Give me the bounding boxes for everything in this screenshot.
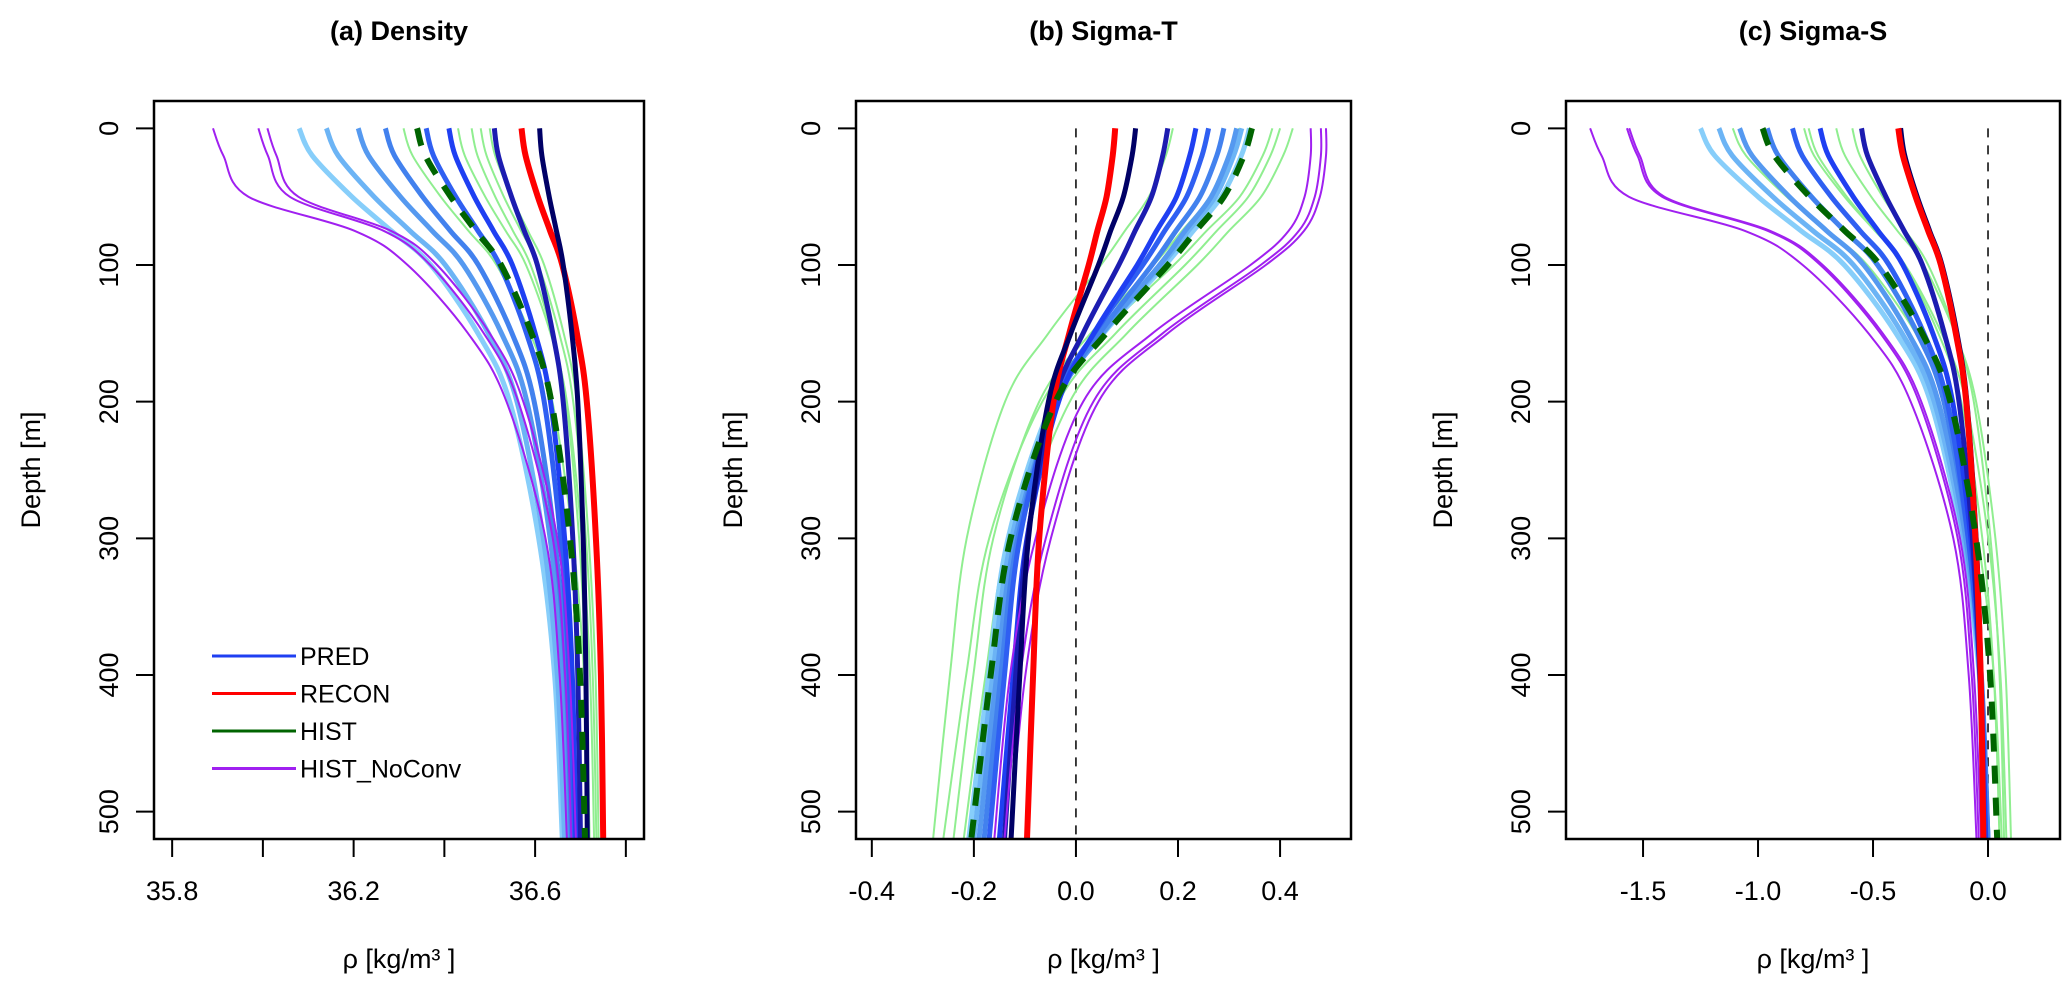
legend-label: HIST	[300, 718, 357, 746]
series-line-hist-noconv	[212, 127, 568, 839]
x-tick-label: 36.6	[509, 876, 562, 906]
panel-title: (c) Sigma-S	[1739, 16, 1888, 46]
series-line-pred	[1002, 127, 1171, 839]
series-group	[932, 127, 1328, 839]
legend-label: PRED	[300, 643, 369, 671]
series-line-hist-noconv	[993, 128, 1313, 839]
y-tick-label: 0	[796, 121, 826, 136]
y-tick-label: 500	[94, 789, 124, 834]
series-line-hist	[932, 128, 1174, 839]
series-line-recon	[518, 127, 607, 839]
panel-b: -0.4 -0.2 0.0 0.2 0.4 0 100 200 300 400 500 (b) Sig…	[718, 16, 1353, 974]
x-tick-label: -1.5	[1620, 876, 1667, 906]
x-tick-label: 0.0	[1969, 876, 2007, 906]
x-axis-label: ρ [kg/m³ ]	[343, 944, 456, 974]
x-tick-label: -0.5	[1850, 876, 1897, 906]
x-tick-label: 36.2	[327, 876, 380, 906]
legend-label: HIST_NoConv	[300, 756, 462, 784]
x-tick-label: 0.0	[1057, 876, 1095, 906]
x-tick-label: 0.4	[1261, 876, 1299, 906]
series-line-hist-noconv	[1008, 128, 1328, 839]
series-line-hist	[414, 127, 588, 839]
series-line-recon	[1024, 128, 1119, 839]
legend: PRED RECON HIST HIST_NoConv	[212, 643, 462, 784]
series-line-hist	[968, 127, 1255, 839]
x-axis-label: ρ [kg/m³ ]	[1757, 944, 1870, 974]
series-line-hist-noconv	[1625, 127, 1980, 839]
series-group	[212, 127, 607, 839]
series-line-hist-noconv	[266, 127, 577, 839]
y-tick-label: 300	[1506, 516, 1536, 561]
series-line-hist-noconv	[1589, 127, 1978, 839]
y-tick-label: 300	[796, 516, 826, 561]
plot-frame	[1564, 99, 2062, 841]
plot-frame	[152, 99, 646, 841]
x-tick-label: -1.0	[1735, 876, 1782, 906]
y-tick-label: 200	[94, 379, 124, 424]
series-line-pred	[537, 128, 590, 839]
y-tick-label: 200	[1506, 379, 1536, 424]
panel-c: -1.5 -1.0 -0.5 0.0 0 100 200 300 400 500 (c) Sigma…	[1428, 16, 2062, 974]
x-tick-label: -0.4	[849, 876, 896, 906]
plot-frame	[854, 99, 1353, 841]
y-tick-label: 300	[94, 516, 124, 561]
y-tick-label: 400	[1506, 652, 1536, 697]
series-line-recon	[1895, 127, 1987, 839]
x-tick-label: 35.8	[146, 876, 199, 906]
series-line-hist	[479, 128, 598, 839]
y-axis-label: Depth [m]	[16, 411, 46, 528]
y-tick-label: 200	[796, 379, 826, 424]
series-line-hist-noconv	[1003, 128, 1323, 839]
y-tick-label: 100	[94, 242, 124, 287]
series-group	[1589, 127, 2012, 839]
series-line-pred	[296, 127, 565, 839]
legend-label: RECON	[300, 681, 390, 709]
panel-title: (a) Density	[330, 16, 468, 46]
series-line-pred	[355, 127, 572, 839]
y-tick-label: 0	[1506, 121, 1536, 136]
series-line-hist	[962, 127, 1282, 839]
y-tick-label: 400	[796, 652, 826, 697]
y-tick-label: 500	[1506, 789, 1536, 834]
series-line-pred	[1008, 128, 1139, 839]
panel-title: (b) Sigma-T	[1029, 16, 1178, 46]
series-line-pred	[446, 127, 579, 839]
y-tick-label: 100	[1506, 242, 1536, 287]
series-line-hist	[1759, 127, 2001, 839]
y-tick-label: 0	[94, 121, 124, 136]
series-line-hist-noconv	[1628, 127, 1983, 839]
x-axis-label: ρ [kg/m³ ]	[1047, 944, 1160, 974]
series-line-pred	[981, 127, 1227, 839]
x-tick-label: -0.2	[951, 876, 998, 906]
y-tick-label: 500	[796, 789, 826, 834]
y-tick-label: 100	[796, 242, 826, 287]
x-tick-label: 0.2	[1159, 876, 1197, 906]
series-line-hist	[1807, 127, 2001, 839]
y-axis-label: Depth [m]	[718, 411, 748, 528]
series-line-pred	[491, 127, 583, 839]
series-line-hist-noconv	[257, 127, 573, 839]
y-axis-label: Depth [m]	[1428, 411, 1458, 528]
y-tick-label: 400	[94, 652, 124, 697]
series-line-pred	[324, 127, 568, 839]
panel-a: 35.8 36.2 36.6 0 100 200 300 400 500 (a) Density ρ…	[16, 16, 646, 974]
